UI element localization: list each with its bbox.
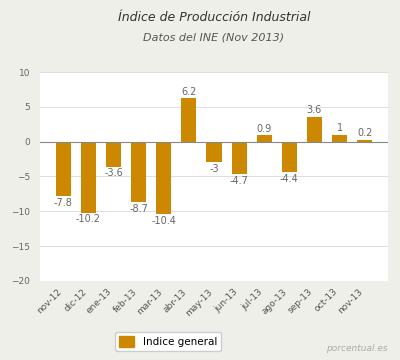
Bar [282,141,297,172]
Text: 6.2: 6.2 [181,87,196,97]
Text: porcentual.es: porcentual.es [326,344,388,353]
Text: 0.9: 0.9 [256,123,272,134]
Text: -4.7: -4.7 [230,176,248,186]
Bar [81,141,96,213]
Bar [332,135,347,141]
Text: -7.8: -7.8 [54,198,73,208]
Bar [206,141,222,162]
Text: 3.6: 3.6 [307,105,322,115]
Bar [181,98,196,141]
Bar [56,141,71,196]
Text: -3.6: -3.6 [104,168,123,179]
Legend: Indice general: Indice general [115,332,221,351]
Text: -8.7: -8.7 [129,204,148,214]
Bar [307,117,322,141]
Text: Índice de Producción Industrial: Índice de Producción Industrial [118,11,310,24]
Bar [106,141,121,167]
Text: -10.4: -10.4 [151,216,176,226]
Text: -10.2: -10.2 [76,214,101,224]
Bar [156,141,171,214]
Text: -4.4: -4.4 [280,174,299,184]
Text: -3: -3 [209,164,219,174]
Text: 0.2: 0.2 [357,129,372,139]
Bar [357,140,372,141]
Bar [131,141,146,202]
Bar [232,141,247,174]
Bar [257,135,272,141]
Text: 1: 1 [336,123,343,133]
Text: Datos del INE (Nov 2013): Datos del INE (Nov 2013) [144,32,284,42]
